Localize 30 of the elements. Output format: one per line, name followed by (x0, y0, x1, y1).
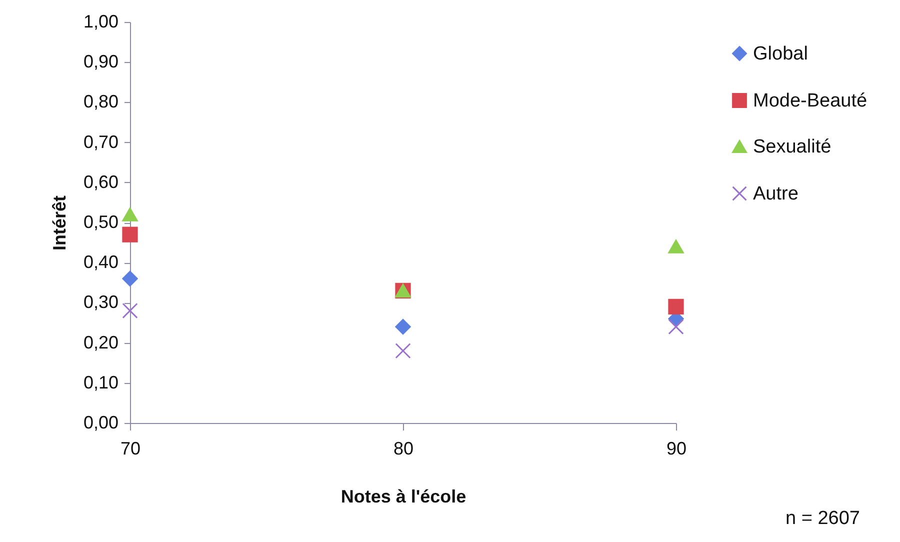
y-tick-label: 0,50 (83, 212, 118, 232)
y-tick-label: 0,60 (83, 172, 118, 192)
y-tick-label: 0,10 (83, 372, 118, 392)
point (668, 240, 684, 254)
point (395, 318, 411, 335)
point (122, 302, 138, 319)
y-tick-label: 0,40 (83, 252, 118, 272)
legend-label: Autre (753, 184, 798, 204)
legend-label: Global (753, 44, 808, 64)
y-axis-title: Intérêt (49, 195, 70, 251)
text: n = 2607 (786, 508, 860, 530)
x-axis-title: Notes à l'école (340, 486, 466, 506)
point (122, 270, 138, 286)
y-tick-label: 0,70 (83, 132, 118, 152)
y-tick-label: 0,90 (83, 52, 118, 72)
x-tick-label: 90 (666, 438, 687, 458)
point (122, 226, 138, 242)
y-tick-label: 0,20 (83, 332, 118, 352)
legend-label: Sexualité (753, 136, 832, 158)
point (668, 318, 684, 335)
y-tick-label: 0,30 (83, 292, 118, 312)
point (122, 208, 138, 222)
point (668, 298, 684, 315)
point (395, 343, 411, 359)
x-tick-label: 70 (120, 438, 141, 458)
legend-label: Mode-Beauté (753, 90, 868, 112)
y-tick-label: 0,00 (83, 412, 118, 432)
x-tick-label: 80 (393, 438, 414, 458)
y-tick-label: 0,80 (83, 92, 118, 112)
y-tick-label: 1,00 (83, 12, 118, 32)
